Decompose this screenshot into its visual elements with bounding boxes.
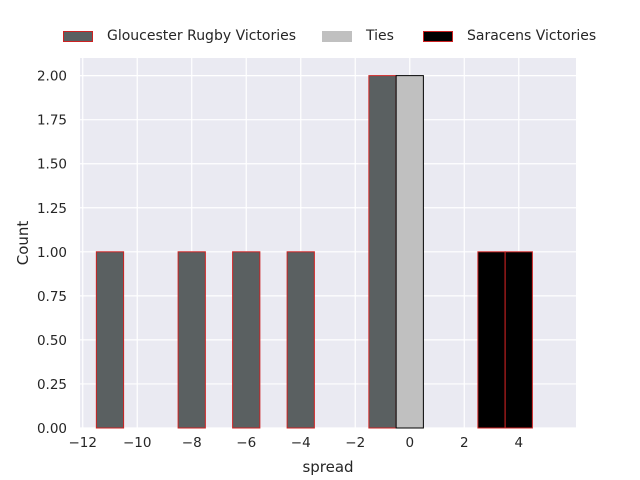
y-tick-label: 0.00: [37, 421, 67, 437]
legend-item-gloucester: Gloucester Rugby Victories: [63, 26, 296, 46]
legend-item-saracens: Saracens Victories: [423, 26, 596, 46]
y-tick-labels: 0.00 0.25 0.50 0.75 1.00 1.25 1.50 1.75 2.00: [37, 69, 67, 437]
histogram-bar: [504, 251, 533, 429]
histogram-bar: [368, 75, 397, 429]
y-axis-label: Count: [14, 221, 32, 266]
y-tick-label: 1.00: [37, 245, 67, 261]
x-tick-label: −6: [236, 435, 256, 451]
legend-label-ties: Ties: [366, 28, 394, 44]
y-tick-label: 0.25: [37, 377, 67, 393]
histogram-bar: [395, 75, 424, 429]
histogram-bar: [95, 251, 125, 429]
y-tick-label: 0.50: [37, 333, 67, 349]
histogram-bar: [477, 251, 506, 429]
y-tick-label: 1.25: [37, 201, 67, 217]
x-tick-label: 2: [460, 435, 469, 451]
x-tick-label: −2: [345, 435, 365, 451]
legend-swatch-ties: [322, 30, 352, 42]
x-tick-labels: −12 −10 −8 −6 −4 −2 0 2 4: [68, 435, 523, 451]
legend: Gloucester Rugby Victories Ties Saracens…: [0, 26, 640, 46]
bars: [95, 75, 533, 429]
x-tick-label: 4: [514, 435, 523, 451]
y-tick-label: 0.75: [37, 289, 67, 305]
histogram-bar: [177, 251, 206, 429]
x-tick-label: 0: [405, 435, 414, 451]
y-tick-label: 2.00: [37, 69, 67, 85]
x-axis-label: spread: [302, 458, 353, 476]
x-tick-label: −4: [291, 435, 311, 451]
y-tick-label: 1.50: [37, 157, 67, 173]
histogram-bar: [286, 251, 315, 429]
x-tick-label: −12: [68, 435, 97, 451]
legend-swatch-gloucester: [63, 30, 93, 42]
legend-item-ties: Ties: [322, 26, 394, 46]
legend-label-gloucester: Gloucester Rugby Victories: [107, 28, 297, 44]
legend-swatch-saracens: [423, 30, 453, 42]
y-tick-label: 1.75: [37, 113, 67, 129]
x-tick-label: −8: [182, 435, 202, 451]
legend-label-saracens: Saracens Victories: [467, 28, 597, 44]
x-tick-label: −10: [123, 435, 152, 451]
histogram-bar: [232, 251, 261, 429]
